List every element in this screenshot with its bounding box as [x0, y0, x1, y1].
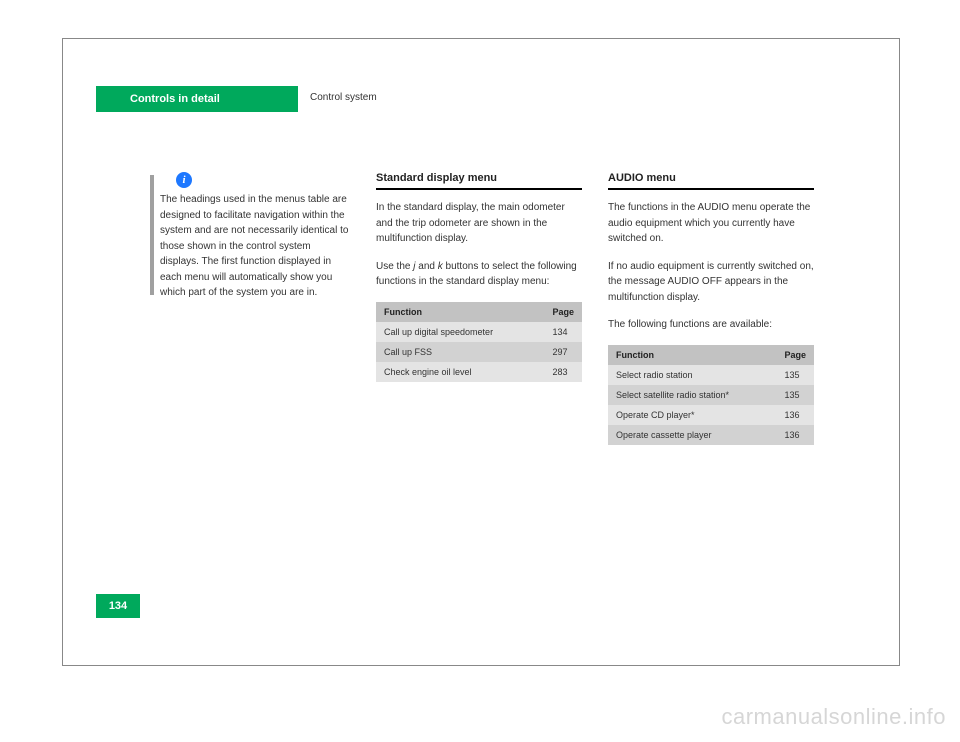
- column-audio-menu: AUDIO menu The functions in the AUDIO me…: [608, 172, 814, 445]
- text-fragment: Use the: [376, 261, 413, 272]
- section-title-standard: Standard display menu: [376, 172, 582, 184]
- table-cell-page: 135: [776, 365, 814, 385]
- watermark: carmanualsonline.info: [721, 704, 946, 730]
- table-cell-function: Operate CD player*: [608, 405, 776, 425]
- table-header-page: Page: [544, 302, 582, 322]
- body-text: The following functions are available:: [608, 317, 814, 333]
- table-row: Select satellite radio station* 135: [608, 385, 814, 405]
- body-text: In the standard display, the main odomet…: [376, 200, 582, 247]
- note-sidebar-rule: [150, 175, 154, 295]
- table-cell-page: 297: [544, 342, 582, 362]
- table-cell-function: Call up digital speedometer: [376, 322, 544, 342]
- function-table-standard: Function Page Call up digital speedomete…: [376, 302, 582, 382]
- body-text: The functions in the AUDIO menu operate …: [608, 200, 814, 247]
- body-text: If no audio equipment is currently switc…: [608, 259, 814, 306]
- table-cell-page: 283: [544, 362, 582, 382]
- table-row: Call up FSS 297: [376, 342, 582, 362]
- table-row: Check engine oil level 283: [376, 362, 582, 382]
- header-tab: Controls in detail: [96, 86, 298, 112]
- column-standard-display: Standard display menu In the standard di…: [376, 172, 582, 382]
- table-cell-page: 136: [776, 425, 814, 445]
- function-table-audio: Function Page Select radio station 135 S…: [608, 345, 814, 445]
- table-cell-function: Call up FSS: [376, 342, 544, 362]
- table-header-function: Function: [608, 345, 776, 365]
- table-row: Call up digital speedometer 134: [376, 322, 582, 342]
- table-header-function: Function: [376, 302, 544, 322]
- info-icon: i: [176, 172, 192, 188]
- table-row: Select radio station 135: [608, 365, 814, 385]
- table-row: Operate CD player* 136: [608, 405, 814, 425]
- page-number: 134: [96, 594, 140, 618]
- header-subtitle: Control system: [310, 92, 377, 103]
- note-text: The headings used in the menus table are…: [160, 192, 350, 301]
- table-header-page: Page: [776, 345, 814, 365]
- table-cell-function: Select radio station: [608, 365, 776, 385]
- table-cell-function: Operate cassette player: [608, 425, 776, 445]
- table-cell-page: 136: [776, 405, 814, 425]
- text-fragment: and: [415, 261, 437, 272]
- table-cell-function: Check engine oil level: [376, 362, 544, 382]
- table-cell-function: Select satellite radio station*: [608, 385, 776, 405]
- section-title-audio: AUDIO menu: [608, 172, 814, 184]
- body-text: Use the j and k buttons to select the fo…: [376, 259, 582, 290]
- table-row: Operate cassette player 136: [608, 425, 814, 445]
- table-cell-page: 135: [776, 385, 814, 405]
- header-tab-label: Controls in detail: [130, 93, 220, 105]
- section-rule: [608, 188, 814, 190]
- section-rule: [376, 188, 582, 190]
- table-cell-page: 134: [544, 322, 582, 342]
